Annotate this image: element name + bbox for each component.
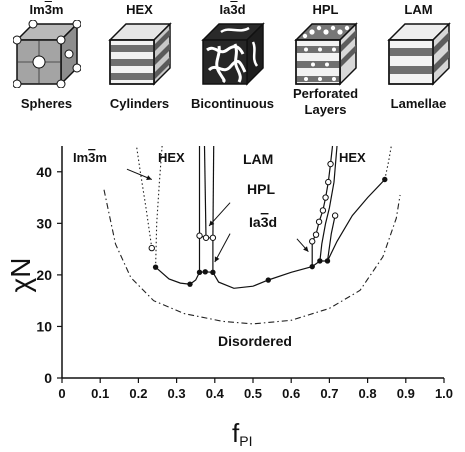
cylinders-cube-icon <box>108 22 172 86</box>
x-tick-label: 0.2 <box>129 386 147 401</box>
morphology-label-perforated-layers: Perforated Layers <box>292 86 359 117</box>
phase-boundary-dotted-line <box>155 145 163 268</box>
y-tick-label: 10 <box>36 318 52 334</box>
region-label-hex-left: HEX <box>158 150 185 165</box>
plot-arrows <box>126 168 309 263</box>
x-tick-label: 1.0 <box>435 386 453 401</box>
x-tick-label: 0.6 <box>282 386 300 401</box>
open-data-point <box>319 207 327 214</box>
phase-boundary-line <box>319 145 338 262</box>
morphology-name-lamellae: LAM <box>404 2 433 17</box>
region-label-disordered: Disordered <box>218 333 292 349</box>
filled-data-point <box>202 269 208 275</box>
disorder-boundary-line <box>103 189 401 325</box>
plot-points <box>148 160 388 287</box>
region-label-ia3d: Ia3d <box>249 214 277 230</box>
filled-data-point <box>309 263 315 270</box>
perforated-layers-cube-icon <box>294 22 358 86</box>
morphology-perforated-layers: HPL Perforated Lay <box>279 0 372 125</box>
morphology-label-lamellae: Lamellae <box>390 96 447 111</box>
open-data-point <box>315 218 323 225</box>
region-label-lam: LAM <box>243 151 273 167</box>
morphology-bicontinuous: Ia3d Bicontinuous <box>186 0 279 125</box>
pointer-arrowhead <box>209 220 215 226</box>
x-tick-label: 0.3 <box>168 386 186 401</box>
phase-boundary-line <box>212 145 215 238</box>
filled-data-point <box>210 269 216 276</box>
phase-diagram-chart: 0 0.1 0.2 0.3 0.4 0.5 0.6 0.7 0.8 0.9 1.0 0 10 20 30 4… <box>5 145 453 449</box>
phase-boundary-line <box>198 234 214 273</box>
filled-data-point <box>382 176 388 183</box>
morphology-label-cylinders: Cylinders <box>109 96 170 111</box>
pointer-arrow <box>214 233 231 263</box>
x-ticks: 0 0.1 0.2 0.3 0.4 0.5 0.6 0.7 0.8 0.9 1.0 <box>58 378 453 401</box>
filled-data-point <box>152 264 159 270</box>
filled-data-point <box>317 258 323 264</box>
filled-data-point <box>196 269 203 276</box>
phase-boundary-dotted-line <box>384 145 392 180</box>
plot-lines <box>103 145 401 325</box>
filled-data-point <box>265 277 271 283</box>
open-data-point <box>209 234 217 241</box>
x-tick-label: 0.8 <box>359 386 377 401</box>
x-tick-label: 0.7 <box>320 386 338 401</box>
phase-boundary-line <box>203 145 207 238</box>
x-tick-label: 0.4 <box>206 386 225 401</box>
y-tick-label: 20 <box>36 267 52 283</box>
morphology-name-bicontinuous: Ia3d <box>219 2 246 17</box>
y-tick-label: 30 <box>36 215 52 231</box>
x-tick-label: 0.1 <box>91 386 109 401</box>
x-axis-label-main: f <box>232 418 240 448</box>
morphology-name-cylinders: HEX <box>126 2 153 17</box>
region-label-hex-right: HEX <box>339 150 366 165</box>
bicontinuous-cube-icon <box>201 22 265 86</box>
lamellae-cube-icon <box>387 22 451 86</box>
open-data-point <box>327 160 334 168</box>
x-tick-label: 0.5 <box>244 386 262 401</box>
filled-data-point <box>187 281 193 287</box>
pointer-arrowhead <box>303 246 309 252</box>
morphology-name-perforated-layers: HPL <box>312 2 339 17</box>
morphology-label-spheres: Spheres <box>20 96 73 111</box>
y-axis-label: χN <box>5 258 36 293</box>
x-tick-label: 0 <box>58 386 65 401</box>
x-axis-label-subscript: PI <box>239 433 252 449</box>
region-labels: Im3m HEX LAM HEX HPL Ia3d Disordered <box>73 150 366 349</box>
open-data-point <box>309 238 316 245</box>
open-data-point <box>148 244 155 252</box>
open-data-point <box>202 234 210 241</box>
open-data-point <box>312 231 320 238</box>
y-tick-label: 40 <box>36 164 52 180</box>
x-axis-label: fPI <box>232 418 252 449</box>
spheres-cube-icon <box>13 20 81 88</box>
pointer-arrowhead <box>146 175 152 180</box>
open-data-point <box>196 232 203 239</box>
y-tick-label: 0 <box>44 370 52 386</box>
phase-boundary-dotted-line <box>135 145 153 249</box>
morphology-label-bicontinuous: Bicontinuous <box>190 96 275 111</box>
morphology-name-spheres: Im3m <box>29 2 64 17</box>
region-label-hpl: HPL <box>247 181 275 197</box>
open-data-point <box>325 178 332 186</box>
morphology-spheres: Im3m Spheres <box>0 0 93 125</box>
morphology-lamellae: LAM Lamellae <box>372 0 465 125</box>
morphology-cylinders: HEX Cylinders <box>93 0 186 125</box>
pointer-arrow <box>208 202 231 227</box>
region-label-im3m: Im3m <box>73 150 107 165</box>
phase-boundary-line <box>326 215 336 262</box>
y-ticks: 0 10 20 30 40 <box>36 164 62 386</box>
pointer-arrowhead <box>214 256 220 262</box>
open-data-point <box>331 212 339 219</box>
filled-data-point <box>324 258 331 264</box>
open-data-point <box>322 194 329 201</box>
x-tick-label: 0.9 <box>397 386 415 401</box>
